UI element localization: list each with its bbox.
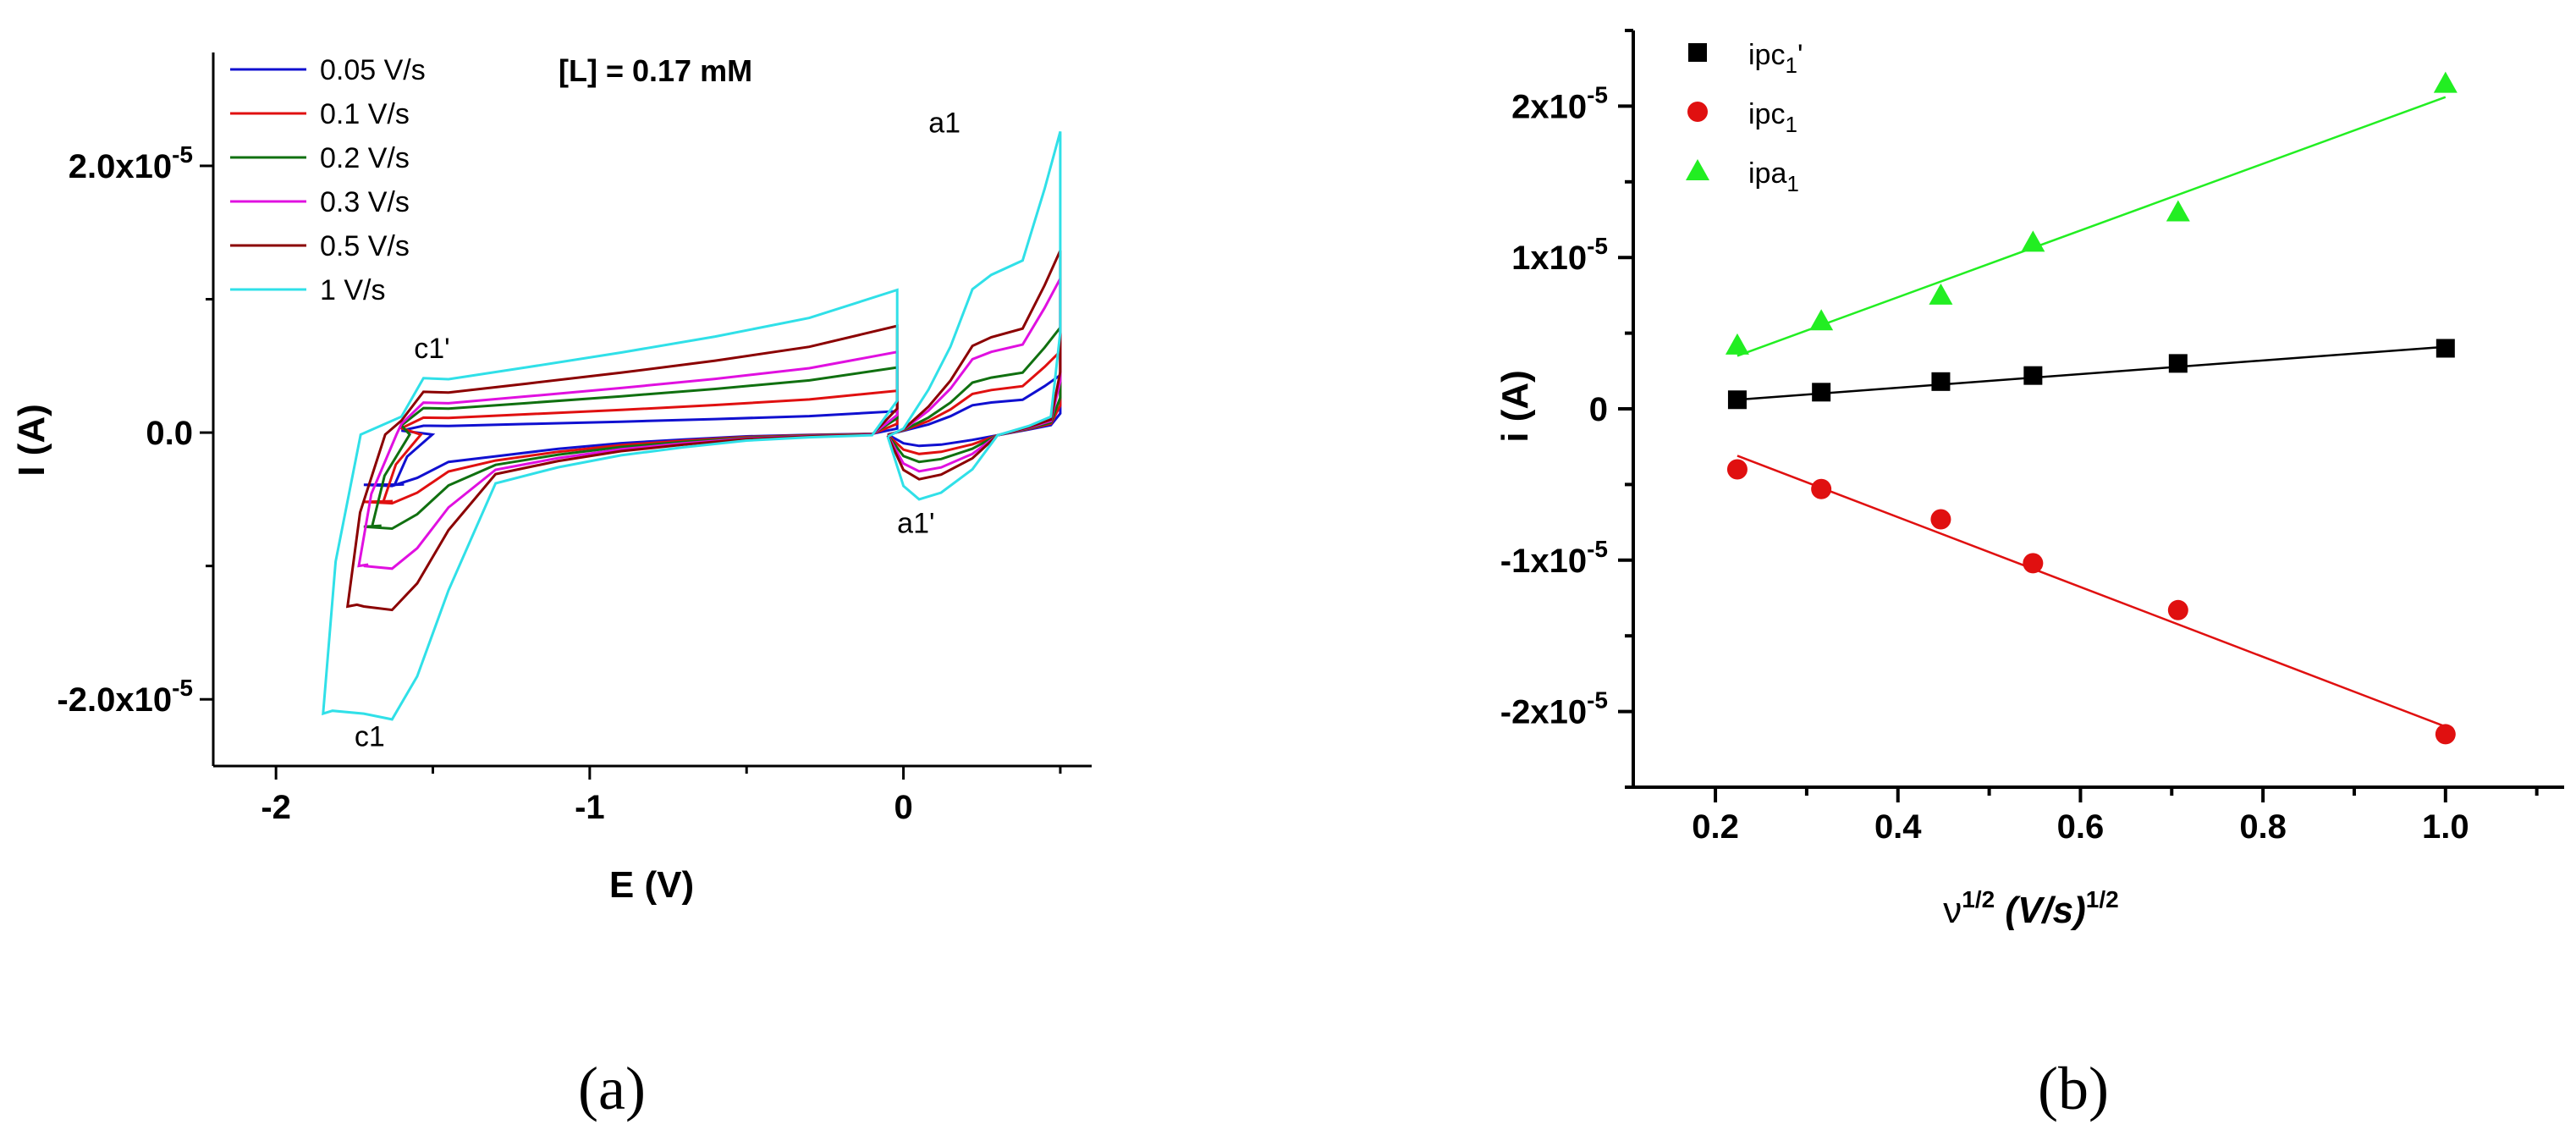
x-axis-title-a: E (V) bbox=[609, 864, 694, 906]
x-axis-title-b: ν1/2 (V/s)1/2 bbox=[1943, 886, 2118, 931]
data-point bbox=[1931, 372, 1951, 391]
data-point bbox=[1929, 283, 1953, 305]
legend-name: ipc bbox=[1748, 98, 1785, 130]
peak-label: c1 bbox=[355, 720, 385, 752]
cyclic-voltammogram-chart: -2 -1 02.0x10-50.0-2.0x10-5E (V)I (A) 0.05… bbox=[11, 52, 1092, 1122]
legend-label-b: ipa1 bbox=[1748, 157, 1799, 196]
panel-b-label: (b) bbox=[2038, 1055, 2109, 1122]
y-tick-mantissa: 2x10 bbox=[1511, 88, 1587, 125]
data-point bbox=[1930, 509, 1951, 530]
peak-labels: c1' c1 a1 a1' bbox=[355, 107, 960, 753]
fit-line bbox=[1737, 345, 2446, 401]
y-tick-label-b: 1x10-5 bbox=[1511, 233, 1608, 277]
y-tick-mantissa: 1x10 bbox=[1511, 240, 1587, 277]
data-point bbox=[2023, 366, 2043, 385]
fit-line bbox=[1737, 96, 2447, 357]
legend-subscript: 1 bbox=[1786, 171, 1798, 196]
y-axis-title-b: i (A) bbox=[1494, 370, 1536, 443]
x-tick-label-a: -1 bbox=[575, 789, 605, 826]
y-tick-exponent: -5 bbox=[172, 675, 193, 701]
legend-name: ipa bbox=[1748, 157, 1786, 190]
data-point bbox=[2166, 200, 2190, 222]
y-tick-mantissa: -2.0x10 bbox=[57, 681, 172, 719]
x-title-units: (V/s) bbox=[1995, 890, 2086, 931]
y-tick-label-a: -2.0x10-5 bbox=[57, 675, 193, 719]
cv-curve-cathodic bbox=[322, 288, 899, 721]
y-tick-exponent: -5 bbox=[1587, 687, 1608, 714]
legend-label-a: 0.5 V/s bbox=[320, 230, 410, 262]
y-axis-title-a: I (A) bbox=[11, 404, 52, 477]
y-tick-mantissa: -1x10 bbox=[1500, 543, 1587, 580]
y-tick-label-a: 2.0x10-5 bbox=[69, 141, 193, 185]
data-point bbox=[2023, 553, 2044, 574]
cv-curve-anodic bbox=[886, 131, 1062, 501]
x-title-sup2: 1/2 bbox=[2086, 886, 2119, 912]
data-point bbox=[1809, 309, 1834, 331]
y-tick-mantissa: 2.0x10 bbox=[69, 148, 172, 185]
legend-subscript: 1 bbox=[1785, 52, 1797, 78]
data-point bbox=[2167, 599, 2188, 620]
y-tick-exponent: -5 bbox=[1587, 81, 1608, 107]
data-point bbox=[1727, 390, 1747, 410]
x-tick-label-b: 0.6 bbox=[2057, 808, 2105, 846]
legend-marker-b bbox=[1686, 159, 1709, 180]
data-point bbox=[1726, 459, 1748, 480]
y-tick-mantissa: -2x10 bbox=[1500, 694, 1587, 731]
legend-a: 0.05 V/s 0.1 V/s 0.2 V/s 0.3 V/s 0.5 V/s 1 V/… bbox=[230, 54, 426, 306]
concentration-annotation: [L] = 0.17 mM bbox=[559, 53, 752, 88]
legend-label-a: 0.05 V/s bbox=[320, 54, 426, 86]
data-point bbox=[2436, 339, 2455, 358]
legend-prime: ' bbox=[1797, 39, 1803, 71]
data-point bbox=[1725, 333, 1749, 355]
cv-curves bbox=[322, 131, 1062, 721]
legend-name: ipc bbox=[1748, 39, 1785, 71]
data-point bbox=[2021, 230, 2045, 252]
y-tick-mantissa: 0 bbox=[1589, 391, 1608, 428]
legend-label-b: ipc1' bbox=[1748, 39, 1803, 78]
legend-subscript: 1 bbox=[1785, 112, 1797, 137]
x-tick-label-b: 0.8 bbox=[2239, 808, 2287, 846]
x-title-sup1: 1/2 bbox=[1962, 886, 1995, 912]
data-point bbox=[1811, 478, 1832, 499]
y-tick-mantissa: 0.0 bbox=[146, 415, 193, 452]
x-tick-label-b: 0.4 bbox=[1874, 808, 1922, 846]
peak-label: a1' bbox=[897, 507, 934, 539]
legend-label-b: ipc1 bbox=[1748, 98, 1797, 137]
y-tick-label-b: -2x10-5 bbox=[1500, 687, 1608, 731]
x-tick-label-a: -2 bbox=[261, 789, 291, 826]
y-tick-label-b: 2x10-5 bbox=[1511, 81, 1608, 125]
legend-label-a: 0.3 V/s bbox=[320, 186, 410, 218]
legend-label-a: 1 V/s bbox=[320, 274, 385, 306]
y-tick-label-b: -1x10-5 bbox=[1500, 536, 1608, 580]
y-tick-label-b: 0 bbox=[1589, 391, 1608, 428]
x-title-nu: ν bbox=[1943, 890, 1962, 931]
axes-a: -2 -1 02.0x10-50.0-2.0x10-5E (V)I (A) bbox=[11, 52, 1092, 906]
legend-marker-b bbox=[1687, 102, 1708, 122]
panel-a-label: (a) bbox=[578, 1055, 646, 1122]
data-point bbox=[1812, 383, 1831, 402]
y-tick-exponent: -5 bbox=[172, 141, 193, 168]
data-point bbox=[2168, 354, 2188, 373]
x-tick-label-a: 0 bbox=[894, 789, 912, 826]
y-tick-label-a: 0.0 bbox=[146, 415, 193, 452]
y-tick-exponent: -5 bbox=[1587, 233, 1608, 259]
axes-b: 0.2 0.4 0.6 0.8 1.02x10-51x10-50-1x10-5-2x10… bbox=[1494, 29, 2564, 931]
scatter-points-and-fits bbox=[1725, 71, 2458, 745]
data-point bbox=[2435, 724, 2456, 745]
y-tick-exponent: -5 bbox=[1587, 536, 1608, 562]
x-tick-label-b: 0.2 bbox=[1692, 808, 1739, 846]
data-point bbox=[2433, 71, 2458, 93]
x-tick-label-b: 1.0 bbox=[2422, 808, 2469, 846]
peak-label: a1 bbox=[928, 107, 960, 140]
legend-marker-b bbox=[1688, 43, 1707, 62]
peak-label: c1' bbox=[414, 333, 449, 365]
peak-current-vs-scan-rate-chart: 0.2 0.4 0.6 0.8 1.02x10-51x10-50-1x10-5-2x10… bbox=[1494, 29, 2564, 1122]
fit-line bbox=[1737, 455, 2447, 728]
legend-label-a: 0.1 V/s bbox=[320, 98, 410, 130]
legend-label-a: 0.2 V/s bbox=[320, 142, 410, 174]
